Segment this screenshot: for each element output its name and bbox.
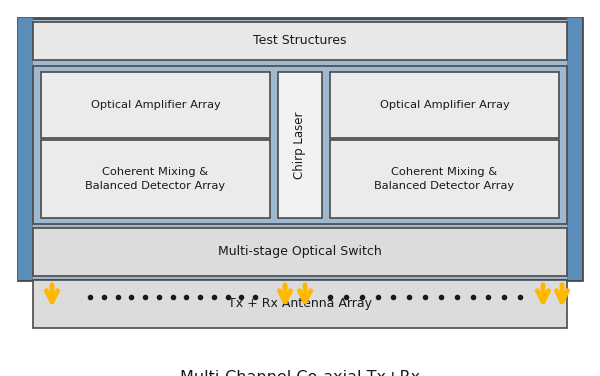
Text: Optical Amplifier Array: Optical Amplifier Array	[91, 100, 220, 110]
Text: Tx + Rx Antenna Array: Tx + Rx Antenna Array	[228, 297, 372, 311]
Bar	[33, 66, 567, 224]
Text: Coherent Mixing &
Balanced Detector Array: Coherent Mixing & Balanced Detector Arra…	[85, 167, 226, 191]
Bar	[41, 140, 270, 218]
Text: Test Structures: Test Structures	[253, 35, 347, 47]
Bar	[33, 228, 567, 276]
Bar	[18, 18, 582, 280]
Text: Chirp Laser: Chirp Laser	[293, 111, 307, 179]
Bar	[278, 72, 322, 218]
Text: Multi-Channel Co-axial Tx+Rx: Multi-Channel Co-axial Tx+Rx	[180, 370, 420, 376]
Text: Multi-stage Optical Switch: Multi-stage Optical Switch	[218, 246, 382, 259]
Bar	[33, 22, 567, 60]
Bar	[330, 140, 559, 218]
Bar	[330, 72, 559, 138]
Bar	[567, 18, 582, 280]
Bar	[33, 280, 567, 328]
Bar	[18, 18, 33, 280]
Bar	[41, 72, 270, 138]
Text: Optical Amplifier Array: Optical Amplifier Array	[380, 100, 509, 110]
Text: Coherent Mixing &
Balanced Detector Array: Coherent Mixing & Balanced Detector Arra…	[374, 167, 515, 191]
